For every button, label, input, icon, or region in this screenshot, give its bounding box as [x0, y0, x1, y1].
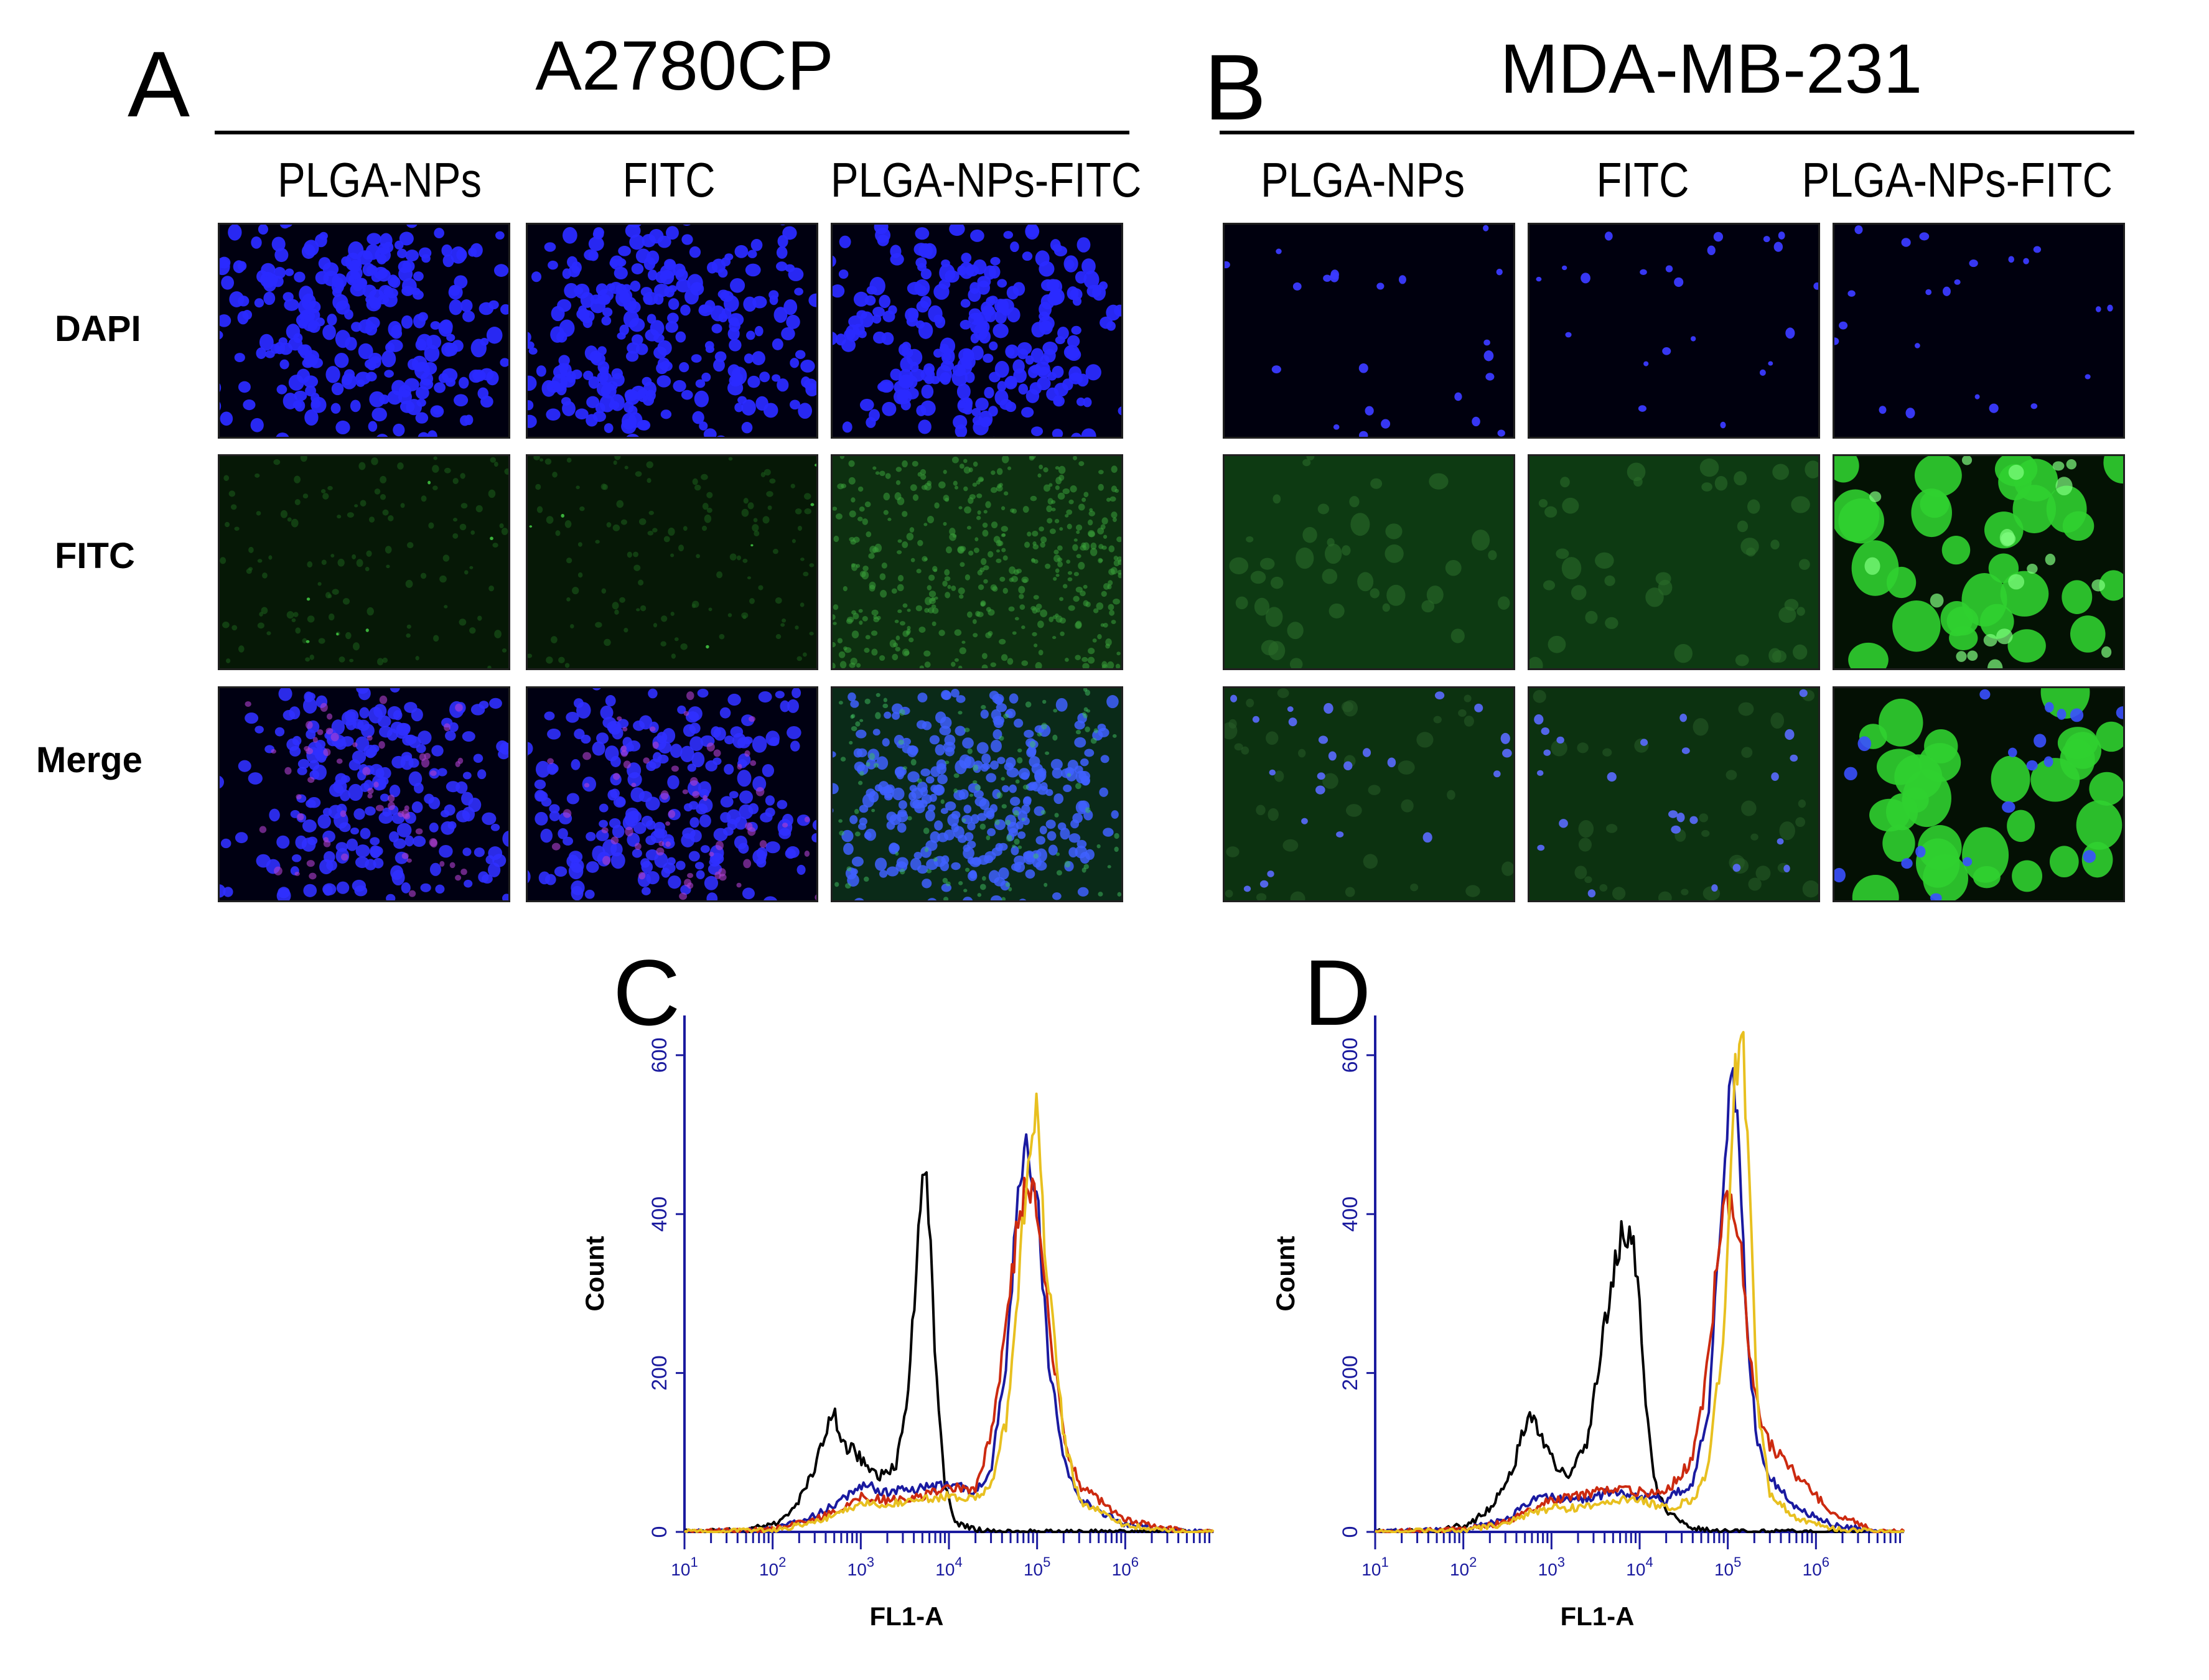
panel-letter-b: B: [1204, 40, 1266, 134]
micrograph-a-merge-plga-nps-fitc: [831, 686, 1123, 902]
panel-letter-a: A: [128, 37, 190, 131]
micrograph-a-dapi-fitc: [526, 223, 818, 439]
micrograph-a-dapi-plga-nps: [218, 223, 510, 439]
micrograph-a-merge-fitc: [526, 686, 818, 902]
x-tick-label-d: 105: [1714, 1554, 1741, 1579]
y-tick-label-c: 0: [648, 1526, 671, 1538]
panel-title-b: MDA-MB-231: [1276, 34, 2147, 104]
x-tick-label-d: 103: [1538, 1554, 1565, 1579]
micrograph-b-fitc-plga-nps: [1223, 454, 1515, 670]
y-tick-label-d: 200: [1338, 1355, 1362, 1391]
x-tick-label-c: 105: [1024, 1554, 1050, 1579]
x-tick-label-c: 104: [935, 1554, 962, 1579]
row-label-dapi: DAPI: [55, 311, 141, 347]
histogram-series-d-4: [1375, 1032, 1904, 1532]
y-axis-label-d: Count: [1271, 1236, 1300, 1311]
panel-title-a: A2780CP: [218, 31, 1151, 101]
column-label-b-2: FITC: [1515, 156, 1772, 204]
y-tick-label-c: 200: [648, 1355, 671, 1391]
y-tick-label-d: 0: [1338, 1526, 1362, 1538]
flow-histogram-c: 0 200 400 600 101 102 103 104 105 106 Count FL1-A: [560, 996, 1245, 1680]
micrograph-b-merge-plga-nps-fitc: [1833, 686, 2125, 902]
x-axis-label-d: FL1-A: [1561, 1602, 1635, 1631]
column-label-a-3: PLGA-NPs-FITC: [831, 156, 1136, 204]
histogram-series-c-4: [684, 1094, 1213, 1532]
micrograph-b-dapi-plga-nps-fitc: [1833, 223, 2125, 439]
x-tick-label-d: 104: [1626, 1554, 1653, 1579]
flow-histogram-d: 0 200 400 600 101 102 103 104 105 106 Count FL1-A: [1251, 996, 1935, 1680]
histogram-series-c-3: [684, 1178, 1213, 1532]
panel-rule-a: [215, 131, 1129, 134]
micrograph-b-fitc-fitc: [1528, 454, 1820, 670]
micrograph-a-fitc-plga-nps: [218, 454, 510, 670]
x-tick-label-d: 102: [1450, 1554, 1477, 1579]
micrograph-b-merge-fitc: [1528, 686, 1820, 902]
histogram-series-d-3: [1375, 1191, 1904, 1532]
column-label-a-2: FITC: [541, 156, 798, 204]
micrograph-a-fitc-plga-nps-fitc: [831, 454, 1123, 670]
histogram-series-c-1: [684, 1172, 1213, 1532]
micrograph-b-fitc-plga-nps-fitc: [1833, 454, 2125, 670]
micrograph-a-dapi-plga-nps-fitc: [831, 223, 1123, 439]
micrograph-b-dapi-fitc: [1528, 223, 1820, 439]
histogram-series-d-1: [1375, 1221, 1904, 1532]
y-tick-label-d: 600: [1338, 1037, 1362, 1073]
x-tick-label-d: 101: [1361, 1554, 1388, 1579]
panel-rule-b: [1220, 131, 2134, 134]
x-axis-label-c: FL1-A: [870, 1602, 944, 1631]
x-tick-label-c: 102: [759, 1554, 786, 1579]
micrograph-a-merge-plga-nps: [218, 686, 510, 902]
micrograph-a-fitc-fitc: [526, 454, 818, 670]
y-tick-label-d: 400: [1338, 1197, 1362, 1232]
histogram-series-c-2: [684, 1134, 1213, 1532]
x-tick-label-c: 106: [1112, 1554, 1139, 1579]
micrograph-b-merge-plga-nps: [1223, 686, 1515, 902]
row-label-merge: Merge: [36, 742, 142, 778]
column-label-a-1: PLGA-NPs: [235, 156, 524, 204]
x-tick-label-c: 103: [848, 1554, 874, 1579]
y-axis-label-c: Count: [580, 1236, 609, 1311]
y-tick-label-c: 400: [648, 1197, 671, 1232]
column-label-b-1: PLGA-NPs: [1218, 156, 1507, 204]
x-tick-label-d: 106: [1803, 1554, 1829, 1579]
y-tick-label-c: 600: [648, 1037, 671, 1073]
micrograph-b-dapi-plga-nps: [1223, 223, 1515, 439]
row-label-fitc: FITC: [55, 538, 135, 574]
column-label-b-3: PLGA-NPs-FITC: [1802, 156, 2113, 204]
x-tick-label-c: 101: [671, 1554, 698, 1579]
